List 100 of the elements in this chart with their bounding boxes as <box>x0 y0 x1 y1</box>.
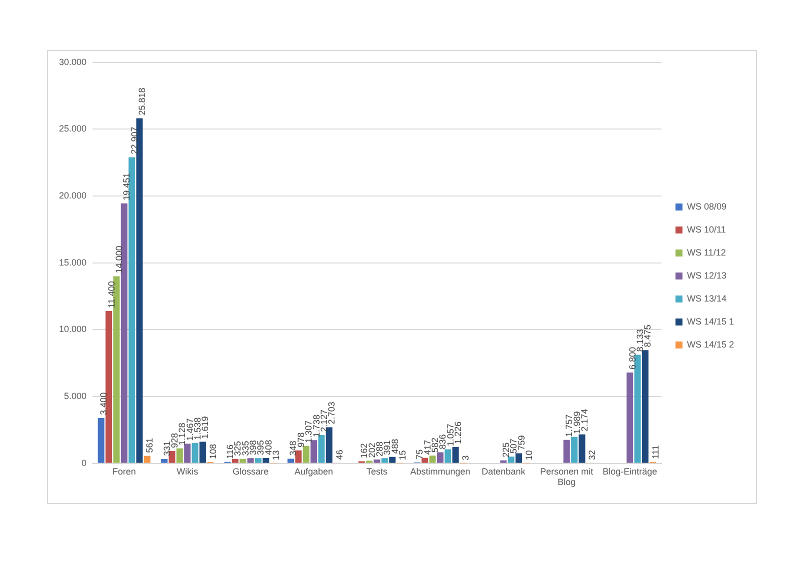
data-label: 582 <box>430 438 440 453</box>
data-label: 116 <box>225 444 236 459</box>
bar <box>240 458 246 463</box>
data-label: 162 <box>359 443 370 458</box>
data-label: 507 <box>508 438 519 454</box>
bar <box>626 372 634 463</box>
bar <box>444 449 452 463</box>
data-label: 15 <box>398 450 408 460</box>
bar <box>199 442 206 463</box>
y-tick-label: 30.000 <box>58 56 87 67</box>
data-label: 75 <box>414 449 425 460</box>
legend-label: WS 13/14 <box>686 293 727 304</box>
data-label: 1.057 <box>445 424 456 446</box>
bar <box>113 276 120 463</box>
bar <box>578 434 586 463</box>
bar <box>232 459 238 463</box>
data-label: 3.400 <box>98 392 109 415</box>
bar <box>176 448 183 463</box>
data-label: 488 <box>390 438 400 454</box>
bar <box>98 418 104 463</box>
data-label: 1.738 <box>311 414 322 438</box>
data-label: 111 <box>650 445 660 459</box>
bar <box>381 458 388 463</box>
data-label: 225 <box>500 442 511 458</box>
x-tick-label: Foren <box>112 466 136 476</box>
data-label: 14.000 <box>114 246 124 274</box>
legend-label: WS 14/15 1 <box>686 316 734 326</box>
data-label: 1.757 <box>564 414 574 437</box>
data-label: 928 <box>169 432 180 448</box>
data-label: 32 <box>587 450 598 460</box>
data-label: 1.307 <box>304 420 314 443</box>
y-tick-label: 20.000 <box>58 190 87 201</box>
y-tick-label: 15.000 <box>58 257 87 268</box>
data-label: 348 <box>288 440 298 456</box>
data-label: 2.174 <box>579 408 590 432</box>
x-tick-label: Wikis <box>176 466 199 476</box>
data-label: 6.800 <box>627 346 638 370</box>
y-tick-label: 0 <box>82 458 87 468</box>
bar <box>247 458 254 463</box>
data-label: 3 <box>460 455 471 460</box>
bar <box>310 440 318 463</box>
x-tick-label: Aufgaben <box>294 466 334 476</box>
data-label: 391 <box>382 440 392 456</box>
bar <box>422 458 428 463</box>
y-tick-label: 5.000 <box>64 391 87 402</box>
bar <box>144 456 150 463</box>
data-label: 395 <box>256 440 266 456</box>
bar <box>192 442 198 463</box>
data-label: 202 <box>366 442 377 458</box>
data-label: 1.538 <box>192 417 203 440</box>
data-label: 1.989 <box>572 411 582 434</box>
legend-label: WS 14/15 2 <box>686 339 734 350</box>
data-label: 1.467 <box>184 418 195 441</box>
data-label: 13 <box>271 450 282 460</box>
bar <box>436 452 444 463</box>
data-label: 325 <box>232 441 243 456</box>
data-label: 408 <box>263 440 274 455</box>
legend-label: WS 08/09 <box>686 201 727 212</box>
bar <box>571 436 578 463</box>
data-label: 1.226 <box>453 421 464 444</box>
bar <box>452 447 459 463</box>
data-label: 561 <box>144 438 155 453</box>
x-tick-label: Datenbank <box>482 466 526 476</box>
data-label: 978 <box>296 432 306 448</box>
bar <box>389 456 396 463</box>
bar <box>516 453 522 463</box>
bar <box>326 427 332 463</box>
data-label: 22.907 <box>129 126 140 154</box>
x-tick-label: Tests <box>366 466 388 476</box>
data-label: 11.400 <box>106 281 116 308</box>
data-label: 46 <box>334 450 344 460</box>
x-tick-label: Blog-Einträge <box>602 466 658 476</box>
bar <box>106 311 112 463</box>
bar <box>500 460 507 463</box>
data-label: 335 <box>240 440 250 456</box>
data-label: 10 <box>524 450 534 460</box>
data-label: 1.619 <box>200 416 210 439</box>
bar <box>168 450 176 463</box>
bar <box>295 450 302 463</box>
bar <box>287 458 294 463</box>
data-label: 25.818 <box>136 88 147 116</box>
data-label: 2.127 <box>318 409 329 432</box>
legend-label: WS 11/12 <box>686 247 726 258</box>
bar <box>429 456 436 463</box>
bar <box>318 434 325 463</box>
data-label: 417 <box>422 440 432 455</box>
bar <box>508 456 514 463</box>
bar <box>642 350 648 463</box>
x-tick-label: Personen mit Blog <box>540 466 594 488</box>
data-label: 19.451 <box>122 172 132 200</box>
bar <box>302 446 310 463</box>
data-label: 1.128 <box>177 422 188 446</box>
data-label: 8.133 <box>635 329 646 352</box>
legend-label: WS 12/13 <box>686 270 727 280</box>
data-label: 398 <box>248 440 258 456</box>
bar <box>634 354 641 463</box>
bar <box>262 458 270 463</box>
bar <box>136 118 143 463</box>
bar <box>254 458 262 463</box>
data-label: 288 <box>374 442 384 457</box>
